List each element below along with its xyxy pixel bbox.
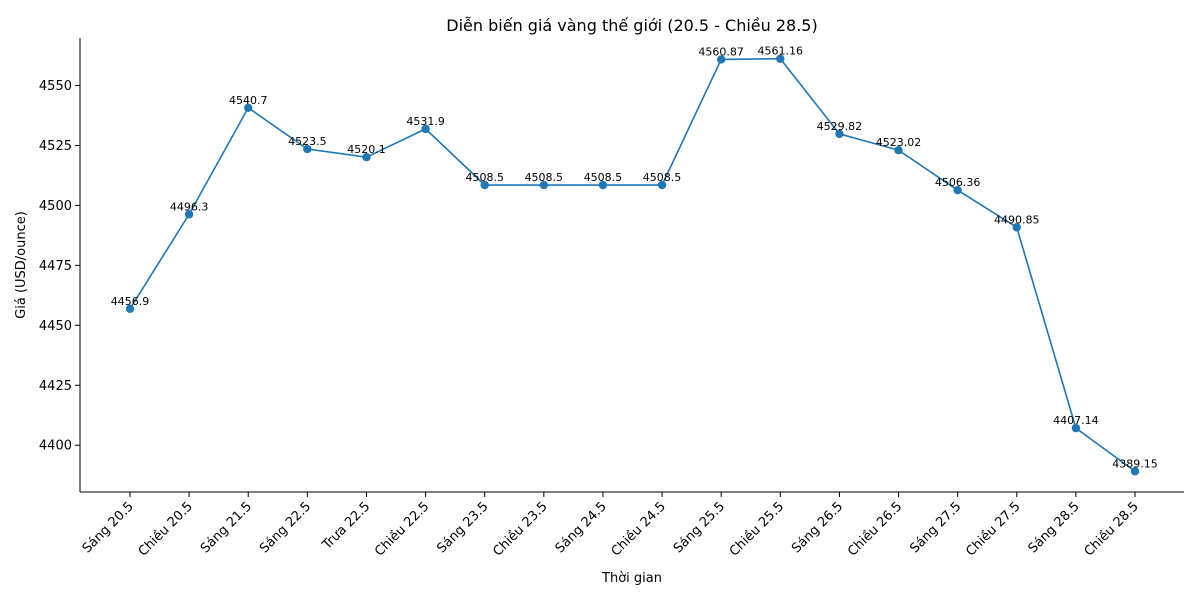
y-axis-ticks: 4400 4425 4450 4475 4500 4525 4550	[39, 79, 80, 454]
x-tick-label: Chiều 22.5	[372, 499, 432, 559]
x-tick-label: Chiều 25.5	[727, 499, 787, 559]
x-axis-label: Thời gian	[601, 571, 662, 586]
y-tick-label: 4500	[39, 199, 72, 214]
data-point	[539, 180, 549, 190]
data-label: 4520.1	[347, 143, 386, 156]
y-tick-label: 4525	[39, 139, 72, 154]
data-label: 4508.5	[584, 171, 623, 184]
plot-area: 4456.9 4496.3 4540.7 4523.5 4520.1 4531.9 4508…	[111, 45, 1158, 476]
data-label: 4407.14	[1053, 414, 1099, 427]
data-label: 4490.85	[994, 213, 1040, 226]
data-point	[835, 129, 844, 139]
y-axis-label: Giá (USD/ounce)	[14, 211, 29, 319]
data-label: 4540.7	[229, 94, 268, 107]
data-point	[421, 124, 430, 134]
x-tick-label: Chiều 23.5	[490, 499, 550, 559]
data-label: 4506.36	[935, 176, 981, 189]
data-label: 4529.82	[817, 120, 863, 133]
x-tick-label: Sáng 22.5	[257, 499, 314, 556]
y-tick-label: 4425	[39, 379, 72, 394]
x-tick-label: Sáng 26.5	[789, 499, 846, 556]
series-line	[129, 57, 1136, 472]
data-label: 4508.5	[643, 171, 682, 184]
data-label: 4523.5	[288, 135, 327, 148]
data-point	[953, 185, 962, 195]
x-tick-label: Chiều 20.5	[136, 499, 196, 559]
y-tick-label: 4550	[39, 79, 72, 94]
data-point	[480, 180, 489, 190]
data-point	[1130, 467, 1140, 476]
data-label: 4496.3	[170, 200, 209, 213]
data-label: 4508.5	[525, 171, 564, 184]
data-point	[894, 145, 903, 155]
x-tick-label: Chiều 24.5	[609, 499, 669, 559]
x-tick-label: Chiều 26.5	[845, 499, 905, 559]
data-point	[776, 54, 785, 63]
chart-title: Diễn biến giá vàng thế giới (20.5 - Chiề…	[446, 16, 817, 35]
y-tick-label: 4400	[39, 439, 72, 454]
x-tick-label: Trưa 22.5	[319, 499, 373, 553]
data-point	[1071, 423, 1081, 433]
data-point	[184, 210, 194, 219]
data-label: 4561.16	[758, 45, 804, 58]
x-tick-label: Chiều 27.5	[963, 499, 1023, 559]
x-tick-label: Sáng 23.5	[434, 499, 491, 556]
data-point	[716, 55, 726, 64]
data-point	[244, 103, 253, 112]
data-point	[598, 180, 608, 190]
x-tick-label: Sáng 25.5	[671, 499, 728, 556]
x-tick-label: Sáng 27.5	[907, 499, 964, 556]
x-tick-label: Sáng 21.5	[198, 499, 255, 556]
x-tick-label: Sáng 24.5	[553, 499, 610, 556]
y-tick-label: 4475	[39, 259, 72, 274]
data-point	[303, 144, 312, 154]
x-tick-label: Sáng 20.5	[80, 499, 137, 556]
y-tick-label: 4450	[39, 319, 72, 334]
data-label: 4508.5	[465, 171, 504, 184]
data-label: 4560.87	[698, 45, 744, 58]
x-tick-label: Sáng 28.5	[1026, 499, 1083, 556]
x-tick-label: Chiều 28.5	[1082, 499, 1142, 559]
data-label: 4456.9	[111, 295, 150, 308]
data-label: 4523.02	[876, 136, 922, 149]
data-label: 4389.15	[1112, 457, 1158, 470]
data-point	[125, 304, 135, 313]
data-point	[362, 152, 371, 162]
data-point	[657, 180, 667, 190]
data-point	[1012, 223, 1021, 232]
data-label: 4531.9	[406, 115, 445, 128]
